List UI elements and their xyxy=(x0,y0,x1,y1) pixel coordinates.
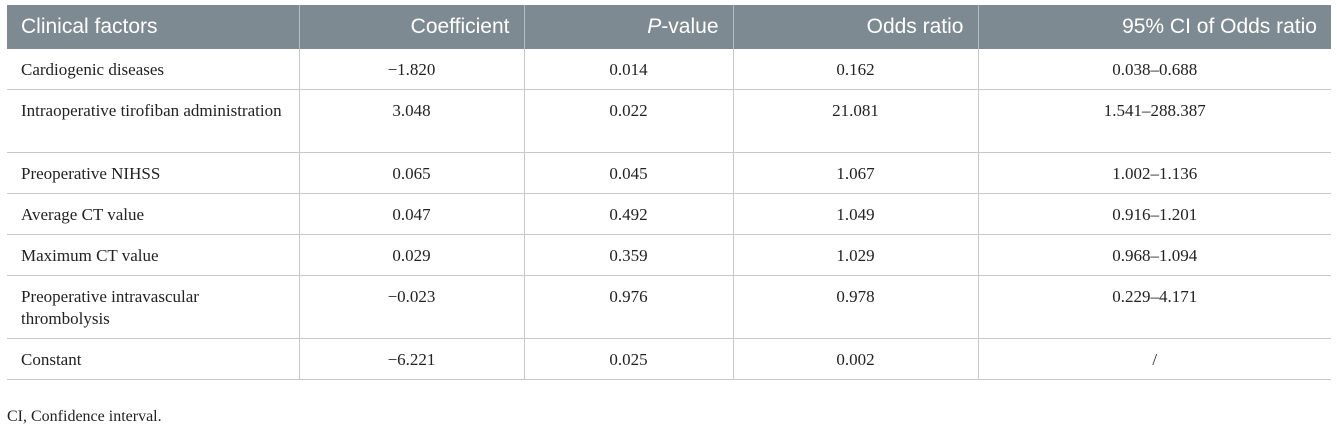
cell-ci: 0.038–0.688 xyxy=(978,49,1331,90)
regression-table: Clinical factors Coefficient P-value Odd… xyxy=(7,5,1331,380)
cell-factor: Cardiogenic diseases xyxy=(7,49,300,90)
table-footnote: CI, Confidence interval. xyxy=(7,408,162,425)
cell-odds-ratio: 0.978 xyxy=(733,275,979,339)
cell-coefficient: −6.221 xyxy=(299,338,525,380)
table-row: Preoperative NIHSS 0.065 0.045 1.067 1.0… xyxy=(7,152,1331,194)
cell-ci: 1.002–1.136 xyxy=(978,152,1331,194)
cell-p-value: 0.022 xyxy=(524,89,734,153)
cell-p-value: 0.014 xyxy=(524,49,734,90)
cell-p-value: 0.492 xyxy=(524,193,734,235)
table-row: Average CT value 0.047 0.492 1.049 0.916… xyxy=(7,193,1331,235)
regression-table-container: Clinical factors Coefficient P-value Odd… xyxy=(7,5,1331,380)
cell-odds-ratio: 21.081 xyxy=(733,89,979,153)
header-p-value: P-value xyxy=(524,5,734,49)
cell-p-value: 0.045 xyxy=(524,152,734,194)
header-clinical-factors: Clinical factors xyxy=(7,5,300,49)
cell-ci: 0.229–4.171 xyxy=(978,275,1331,339)
cell-odds-ratio: 1.029 xyxy=(733,234,979,276)
table-row: Constant −6.221 0.025 0.002 / xyxy=(7,338,1331,380)
cell-coefficient: 0.029 xyxy=(299,234,525,276)
cell-factor: Average CT value xyxy=(7,193,300,235)
cell-factor: Preoperative intravascular thrombolysis xyxy=(7,275,300,339)
cell-ci: / xyxy=(978,338,1331,380)
cell-odds-ratio: 1.049 xyxy=(733,193,979,235)
cell-ci: 0.968–1.094 xyxy=(978,234,1331,276)
cell-coefficient: 0.047 xyxy=(299,193,525,235)
cell-ci: 0.916–1.201 xyxy=(978,193,1331,235)
cell-factor: Maximum CT value xyxy=(7,234,300,276)
cell-p-value: 0.976 xyxy=(524,275,734,339)
header-p-suffix: -value xyxy=(661,15,719,38)
header-coefficient: Coefficient xyxy=(299,5,525,49)
table-body: Cardiogenic diseases −1.820 0.014 0.162 … xyxy=(7,49,1331,380)
cell-coefficient: 3.048 xyxy=(299,89,525,153)
cell-factor: Intraoperative tirofiban administration xyxy=(7,89,300,153)
header-ci: 95% CI of Odds ratio xyxy=(978,5,1331,49)
header-p-italic: P xyxy=(647,15,662,38)
cell-odds-ratio: 1.067 xyxy=(733,152,979,194)
cell-coefficient: −1.820 xyxy=(299,49,525,90)
header-odds-ratio: Odds ratio xyxy=(733,5,979,49)
cell-p-value: 0.025 xyxy=(524,338,734,380)
table-row: Intraoperative tirofiban administration … xyxy=(7,89,1331,153)
header-row: Clinical factors Coefficient P-value Odd… xyxy=(7,5,1331,49)
cell-coefficient: −0.023 xyxy=(299,275,525,339)
table-row: Maximum CT value 0.029 0.359 1.029 0.968… xyxy=(7,234,1331,276)
cell-odds-ratio: 0.162 xyxy=(733,49,979,90)
cell-odds-ratio: 0.002 xyxy=(733,338,979,380)
cell-p-value: 0.359 xyxy=(524,234,734,276)
table-row: Cardiogenic diseases −1.820 0.014 0.162 … xyxy=(7,49,1331,90)
table-row: Preoperative intravascular thrombolysis … xyxy=(7,275,1331,339)
cell-ci: 1.541–288.387 xyxy=(978,89,1331,153)
cell-factor: Constant xyxy=(7,338,300,380)
cell-factor: Preoperative NIHSS xyxy=(7,152,300,194)
table-header: Clinical factors Coefficient P-value Odd… xyxy=(7,5,1331,49)
cell-coefficient: 0.065 xyxy=(299,152,525,194)
